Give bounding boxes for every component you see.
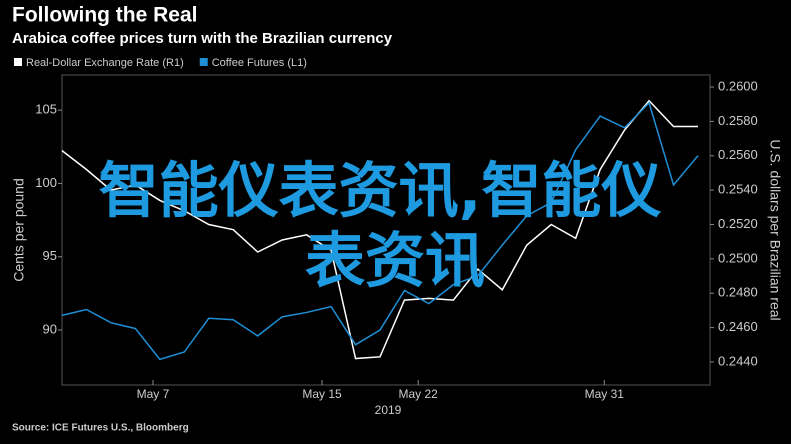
y2-tick-label: 0.2500	[718, 250, 758, 265]
y-tick-label: 90	[43, 321, 57, 336]
y-tick-label: 105	[35, 102, 57, 117]
chart-title: Following the Real	[12, 4, 198, 27]
legend-swatch	[14, 58, 22, 66]
watermark-text: 表资讯	[305, 227, 485, 297]
y2-tick-label: 0.2480	[718, 285, 758, 300]
legend-label: Real-Dollar Exchange Rate (R1)	[26, 57, 184, 69]
y2-tick-label: 0.2460	[718, 319, 758, 334]
source: Source: ICE Futures U.S., Bloomberg	[12, 423, 189, 434]
y2-tick-label: 0.2560	[718, 147, 758, 162]
series-line	[61, 99, 698, 360]
y2-tick-label: 0.2540	[718, 182, 758, 197]
series-line	[61, 101, 699, 361]
x-tick-label: May 15	[302, 387, 342, 401]
x-tick-label: May 7	[137, 387, 170, 401]
y-axis-label: Cents per pound	[11, 178, 27, 282]
y2-tick-label: 0.2580	[718, 113, 758, 128]
y2-tick-label: 0.2600	[718, 78, 758, 93]
legend-label: Coffee Futures (L1)	[212, 57, 307, 69]
y-tick-label: 100	[35, 175, 57, 190]
y2-tick-label: 0.2440	[718, 353, 758, 368]
chart-subtitle: Arabica coffee prices turn with the Braz…	[12, 30, 393, 47]
y2-tick-label: 0.2520	[718, 216, 758, 231]
x-tick-label: May 22	[398, 387, 438, 401]
plot-frame	[61, 74, 711, 386]
watermark-text: 智能仪表资讯,智能仪	[99, 157, 662, 227]
y2-axis-label: U.S. dollars per Brazilian real	[767, 139, 783, 320]
legend-swatch	[199, 58, 208, 66]
x-axis-label: 2019	[375, 403, 402, 417]
x-tick-label: May 31	[585, 387, 625, 401]
y-tick-label: 95	[43, 248, 57, 263]
